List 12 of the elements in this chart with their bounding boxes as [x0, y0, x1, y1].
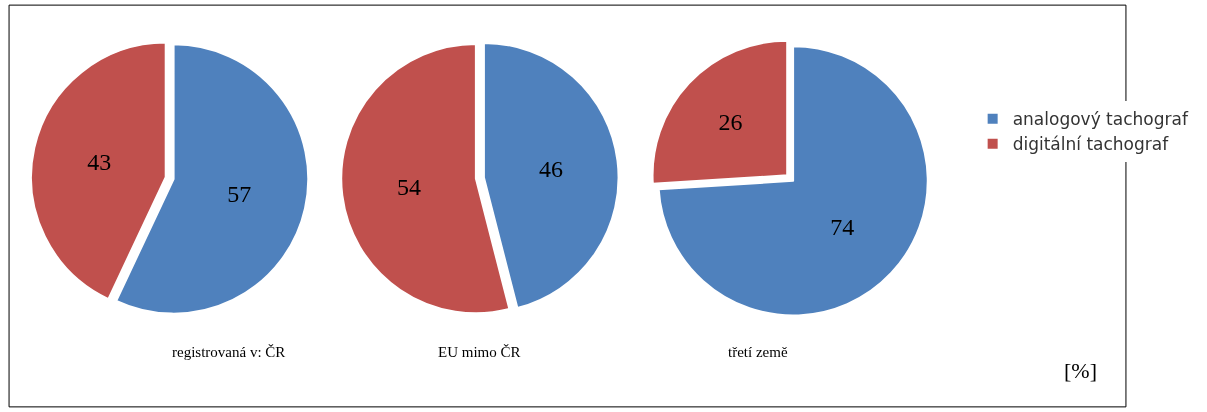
slice-label: EU mimo ČR: [438, 344, 521, 360]
slice-label: registrovaná v: ČR: [172, 344, 286, 360]
data-label: 46: [538, 156, 563, 183]
data-label: 26: [718, 109, 743, 136]
legend-label: analogový tachograf: [1012, 109, 1189, 130]
data-label: 43: [87, 149, 112, 176]
data-label: 74: [830, 213, 855, 240]
legend-label: digitální tachograf: [1012, 134, 1170, 155]
data-label: 54: [397, 174, 422, 201]
text: [%]: [1064, 358, 1097, 383]
data-label: 57: [227, 180, 252, 207]
slice-label: třetí země: [728, 344, 788, 360]
